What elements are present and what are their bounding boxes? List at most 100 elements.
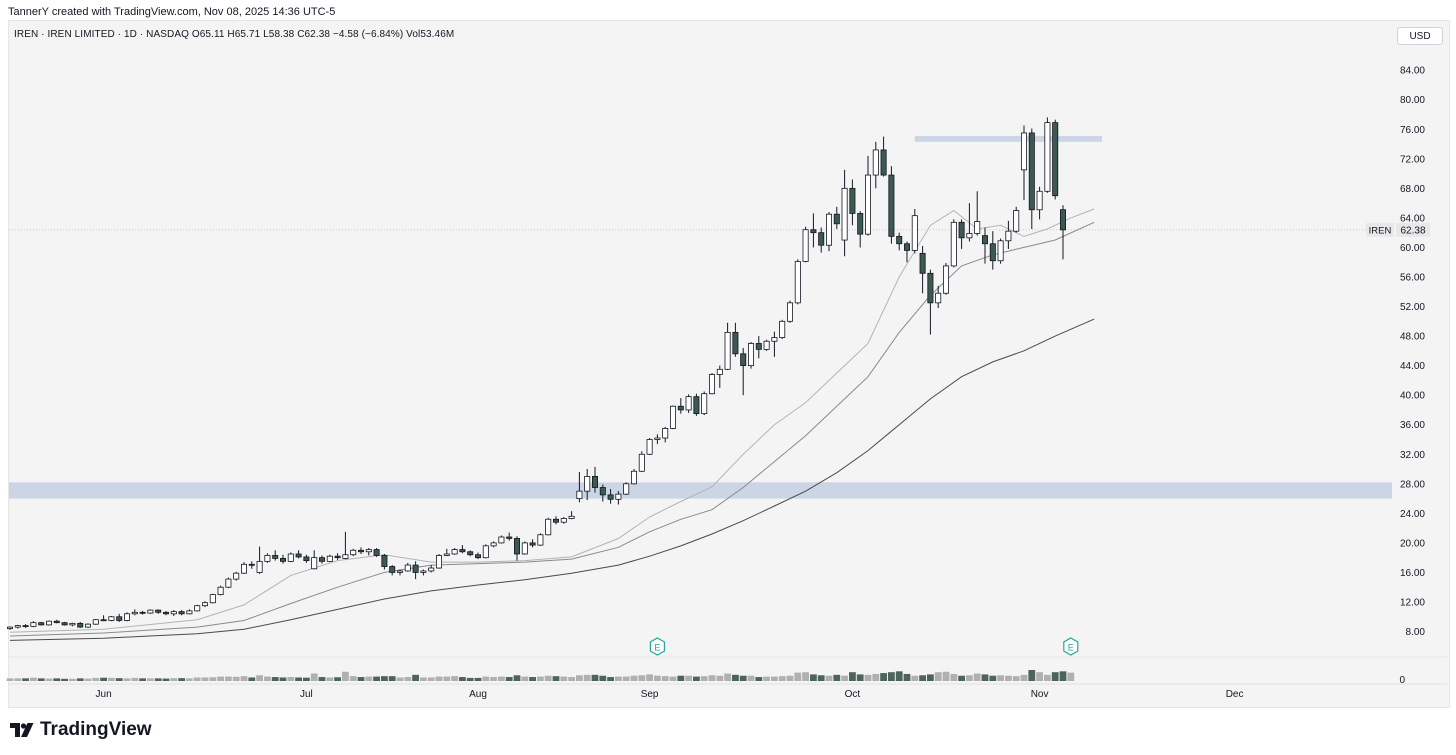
candle (131, 609, 138, 616)
candle-body (389, 566, 396, 573)
volume-bar (92, 677, 100, 681)
volume-bar (630, 675, 638, 681)
volume-bar (69, 678, 76, 681)
candle (904, 241, 911, 263)
candle-body (623, 483, 630, 495)
candle-body (443, 553, 450, 556)
volume-bar (716, 675, 724, 681)
candle-body (162, 611, 169, 615)
candle (638, 451, 645, 472)
volume-bar (365, 676, 373, 681)
candle-body (880, 149, 887, 176)
candle-body (139, 611, 146, 614)
candle (997, 238, 1004, 264)
candle-body (576, 490, 583, 499)
price-tick-label: 32.00 (1400, 450, 1425, 461)
candle-body (724, 331, 731, 370)
volume-bar (989, 675, 997, 681)
candle (654, 434, 661, 444)
candle-body (841, 187, 848, 241)
candle-body (124, 613, 131, 621)
candle-body (264, 555, 271, 562)
candle-body (802, 229, 809, 262)
volume-bar (154, 678, 162, 681)
candle-body (607, 494, 614, 500)
candle (396, 569, 403, 576)
candle (615, 491, 622, 505)
candle-body (794, 261, 801, 304)
volume-bar (771, 676, 778, 681)
price-tick-label: 28.00 (1400, 479, 1425, 490)
volume-bar (178, 678, 185, 681)
candle-body (896, 235, 903, 245)
candle-body (810, 229, 817, 234)
volume-bar (661, 676, 669, 681)
tradingview-logo-icon (10, 723, 34, 737)
candle (443, 548, 450, 557)
volume-bar (170, 678, 178, 681)
candle (771, 331, 778, 357)
currency-button[interactable]: USD (1397, 27, 1443, 45)
candle (311, 550, 318, 570)
volume-bar (895, 671, 903, 681)
volume-bar (685, 675, 692, 681)
candle (841, 169, 848, 257)
volume-bar (201, 677, 209, 681)
candle (537, 533, 544, 546)
volume-bar (958, 675, 965, 681)
price-tick-label: 48.00 (1400, 332, 1425, 343)
candle-body (872, 149, 879, 176)
volume-bar (732, 674, 739, 681)
volume-bar (646, 674, 653, 681)
candle-body (1044, 122, 1051, 192)
candle (412, 561, 419, 580)
attribution-header: TannerY created with TradingView.com, No… (8, 6, 336, 18)
candle (631, 469, 638, 485)
volume-bar (927, 674, 934, 681)
candle (576, 471, 583, 503)
candle (389, 565, 396, 576)
candle-body (490, 542, 497, 547)
candle (498, 535, 505, 544)
volume-bar (381, 676, 388, 681)
volume-bar (537, 676, 544, 681)
tradingview-brand[interactable]: TradingView (10, 719, 152, 741)
volume-bar (396, 677, 404, 681)
volume-bar (279, 677, 287, 681)
candle (872, 141, 879, 189)
candle-body (1013, 210, 1020, 232)
candle (155, 609, 162, 614)
volume-bar (420, 677, 427, 681)
volume-bar (388, 676, 396, 681)
volume-bar (108, 677, 115, 681)
candle-body (982, 235, 989, 245)
volume-bar (209, 677, 217, 681)
volume-bar (1005, 675, 1012, 681)
candle-body (61, 622, 68, 626)
volume-bar (193, 677, 201, 681)
volume-bar (544, 675, 552, 681)
candle (623, 482, 630, 495)
volume-bar (973, 673, 981, 681)
candle (170, 610, 177, 617)
volume-bar (61, 678, 68, 681)
candle (7, 626, 13, 631)
candle (264, 553, 271, 563)
volume-bar (919, 675, 926, 681)
volume-bar (747, 675, 755, 681)
candle (724, 322, 731, 371)
volume-bar (693, 676, 700, 681)
support-zone (914, 135, 1102, 142)
volume-bar (404, 677, 412, 681)
candle (162, 610, 169, 616)
candle-body (654, 437, 661, 440)
candle (685, 394, 692, 413)
month-tick-label: Dec (1226, 689, 1244, 700)
candle-body (474, 554, 481, 559)
candle-body (279, 558, 286, 562)
candle (256, 546, 263, 574)
candle-body (77, 623, 84, 628)
candle (646, 438, 653, 455)
candle (69, 622, 76, 627)
